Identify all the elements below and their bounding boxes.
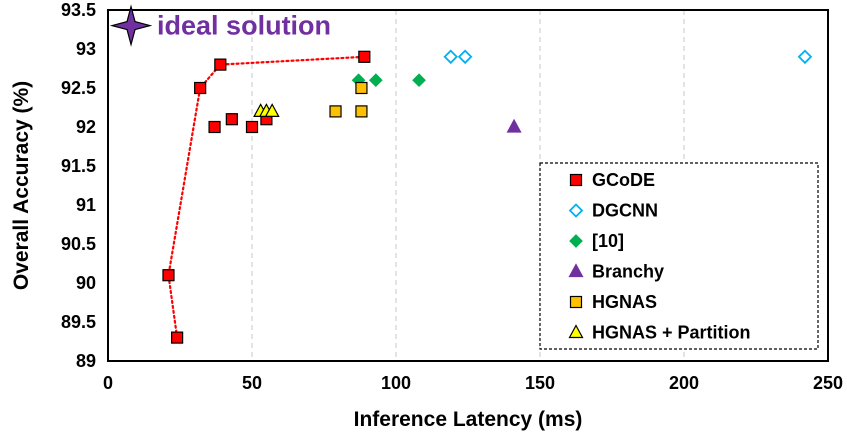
y-tick-label: 91.5 <box>61 156 96 176</box>
x-tick-label: 0 <box>103 373 113 393</box>
point-dgcnn <box>457 49 473 65</box>
y-tick-label: 92.5 <box>61 78 96 98</box>
legend-marker <box>569 234 583 248</box>
x-tick-label: 50 <box>242 373 262 393</box>
legend-label: GCoDE <box>592 170 655 190</box>
y-axis-title: Overall Accuracy (%) <box>10 81 33 290</box>
x-axis-ticks: 0 50 100 150 200 250 <box>103 373 843 393</box>
legend-marker <box>569 173 583 187</box>
point-hgnas <box>329 105 342 118</box>
legend-label: [10] <box>592 231 624 251</box>
point-dgcnn <box>797 49 813 65</box>
point-hgnas-partition <box>264 103 280 118</box>
y-tick-label: 89.5 <box>61 312 96 332</box>
x-tick-label: 200 <box>669 373 699 393</box>
x-tick-label: 100 <box>381 373 411 393</box>
y-tick-label: 90 <box>76 273 96 293</box>
point-hgnas <box>355 105 368 118</box>
point-gcode <box>358 50 371 63</box>
ideal-solution-label: ideal solution <box>157 11 331 41</box>
point-gcode <box>194 81 207 95</box>
y-tick-label: 91 <box>76 195 96 215</box>
point-gcode <box>208 120 221 134</box>
y-tick-label: 92 <box>76 117 96 137</box>
legend-label: DGCNN <box>592 201 658 221</box>
frontier-line <box>167 55 366 339</box>
point-gcode <box>214 58 227 71</box>
data-points <box>162 49 813 344</box>
legend-label: HGNAS + Partition <box>592 323 751 343</box>
legend-label: HGNAS <box>592 292 657 312</box>
y-tick-label: 93.5 <box>61 0 96 20</box>
y-tick-label: 89 <box>76 351 96 371</box>
x-tick-label: 250 <box>813 373 843 393</box>
point-dgcnn <box>443 49 458 65</box>
point-gcode <box>245 120 259 134</box>
y-axis-ticks: 89 89.5 90 90.5 91 91.5 92 92.5 93 93.5 <box>61 0 96 371</box>
point-10 <box>412 73 426 88</box>
gcode-pareto-frontier <box>167 55 366 339</box>
x-axis-title: Inference Latency (ms) <box>354 408 583 431</box>
legend-marker <box>568 263 584 278</box>
ideal-solution-annotation: ideal solution <box>109 4 331 47</box>
legend-marker <box>568 203 584 218</box>
point-hgnas <box>355 81 368 95</box>
point-gcode <box>162 269 175 282</box>
plot-area-border <box>107 9 829 362</box>
four-point-star-icon <box>109 4 153 47</box>
x-tick-label: 150 <box>525 373 555 393</box>
y-tick-label: 93 <box>76 39 96 59</box>
y-tick-label: 90.5 <box>61 234 96 254</box>
legend-marker <box>568 324 584 339</box>
point-branchy <box>506 118 522 133</box>
point-gcode <box>225 113 238 126</box>
point-gcode <box>171 331 184 344</box>
legend: GCoDE DGCNN [10] Branchy HGNAS HGNAS + Partit… <box>539 162 819 350</box>
legend-label: Branchy <box>592 262 664 282</box>
legend-marker <box>569 295 583 309</box>
legend-box <box>539 162 819 350</box>
point-10 <box>368 73 383 88</box>
